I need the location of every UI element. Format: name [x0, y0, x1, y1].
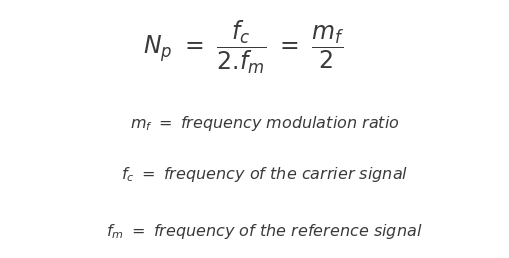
Text: $f_c\ =\ \mathit{frequency\ of\ the\ carrier\ signal}$: $f_c\ =\ \mathit{frequency\ of\ the\ car…: [121, 165, 408, 184]
Text: $m_f\ =\ \mathit{frequency\ modulation\ ratio}$: $m_f\ =\ \mathit{frequency\ modulation\ …: [130, 114, 400, 133]
Text: $f_m\ =\ \mathit{frequency\ of\ the\ reference\ signal}$: $f_m\ =\ \mathit{frequency\ of\ the\ ref…: [106, 222, 423, 241]
Text: $\boldsymbol{N_p}\ =\ \dfrac{f_c}{2.\!f_m}\ =\ \dfrac{m_f}{2}$: $\boldsymbol{N_p}\ =\ \dfrac{f_c}{2.\!f_…: [144, 18, 345, 76]
